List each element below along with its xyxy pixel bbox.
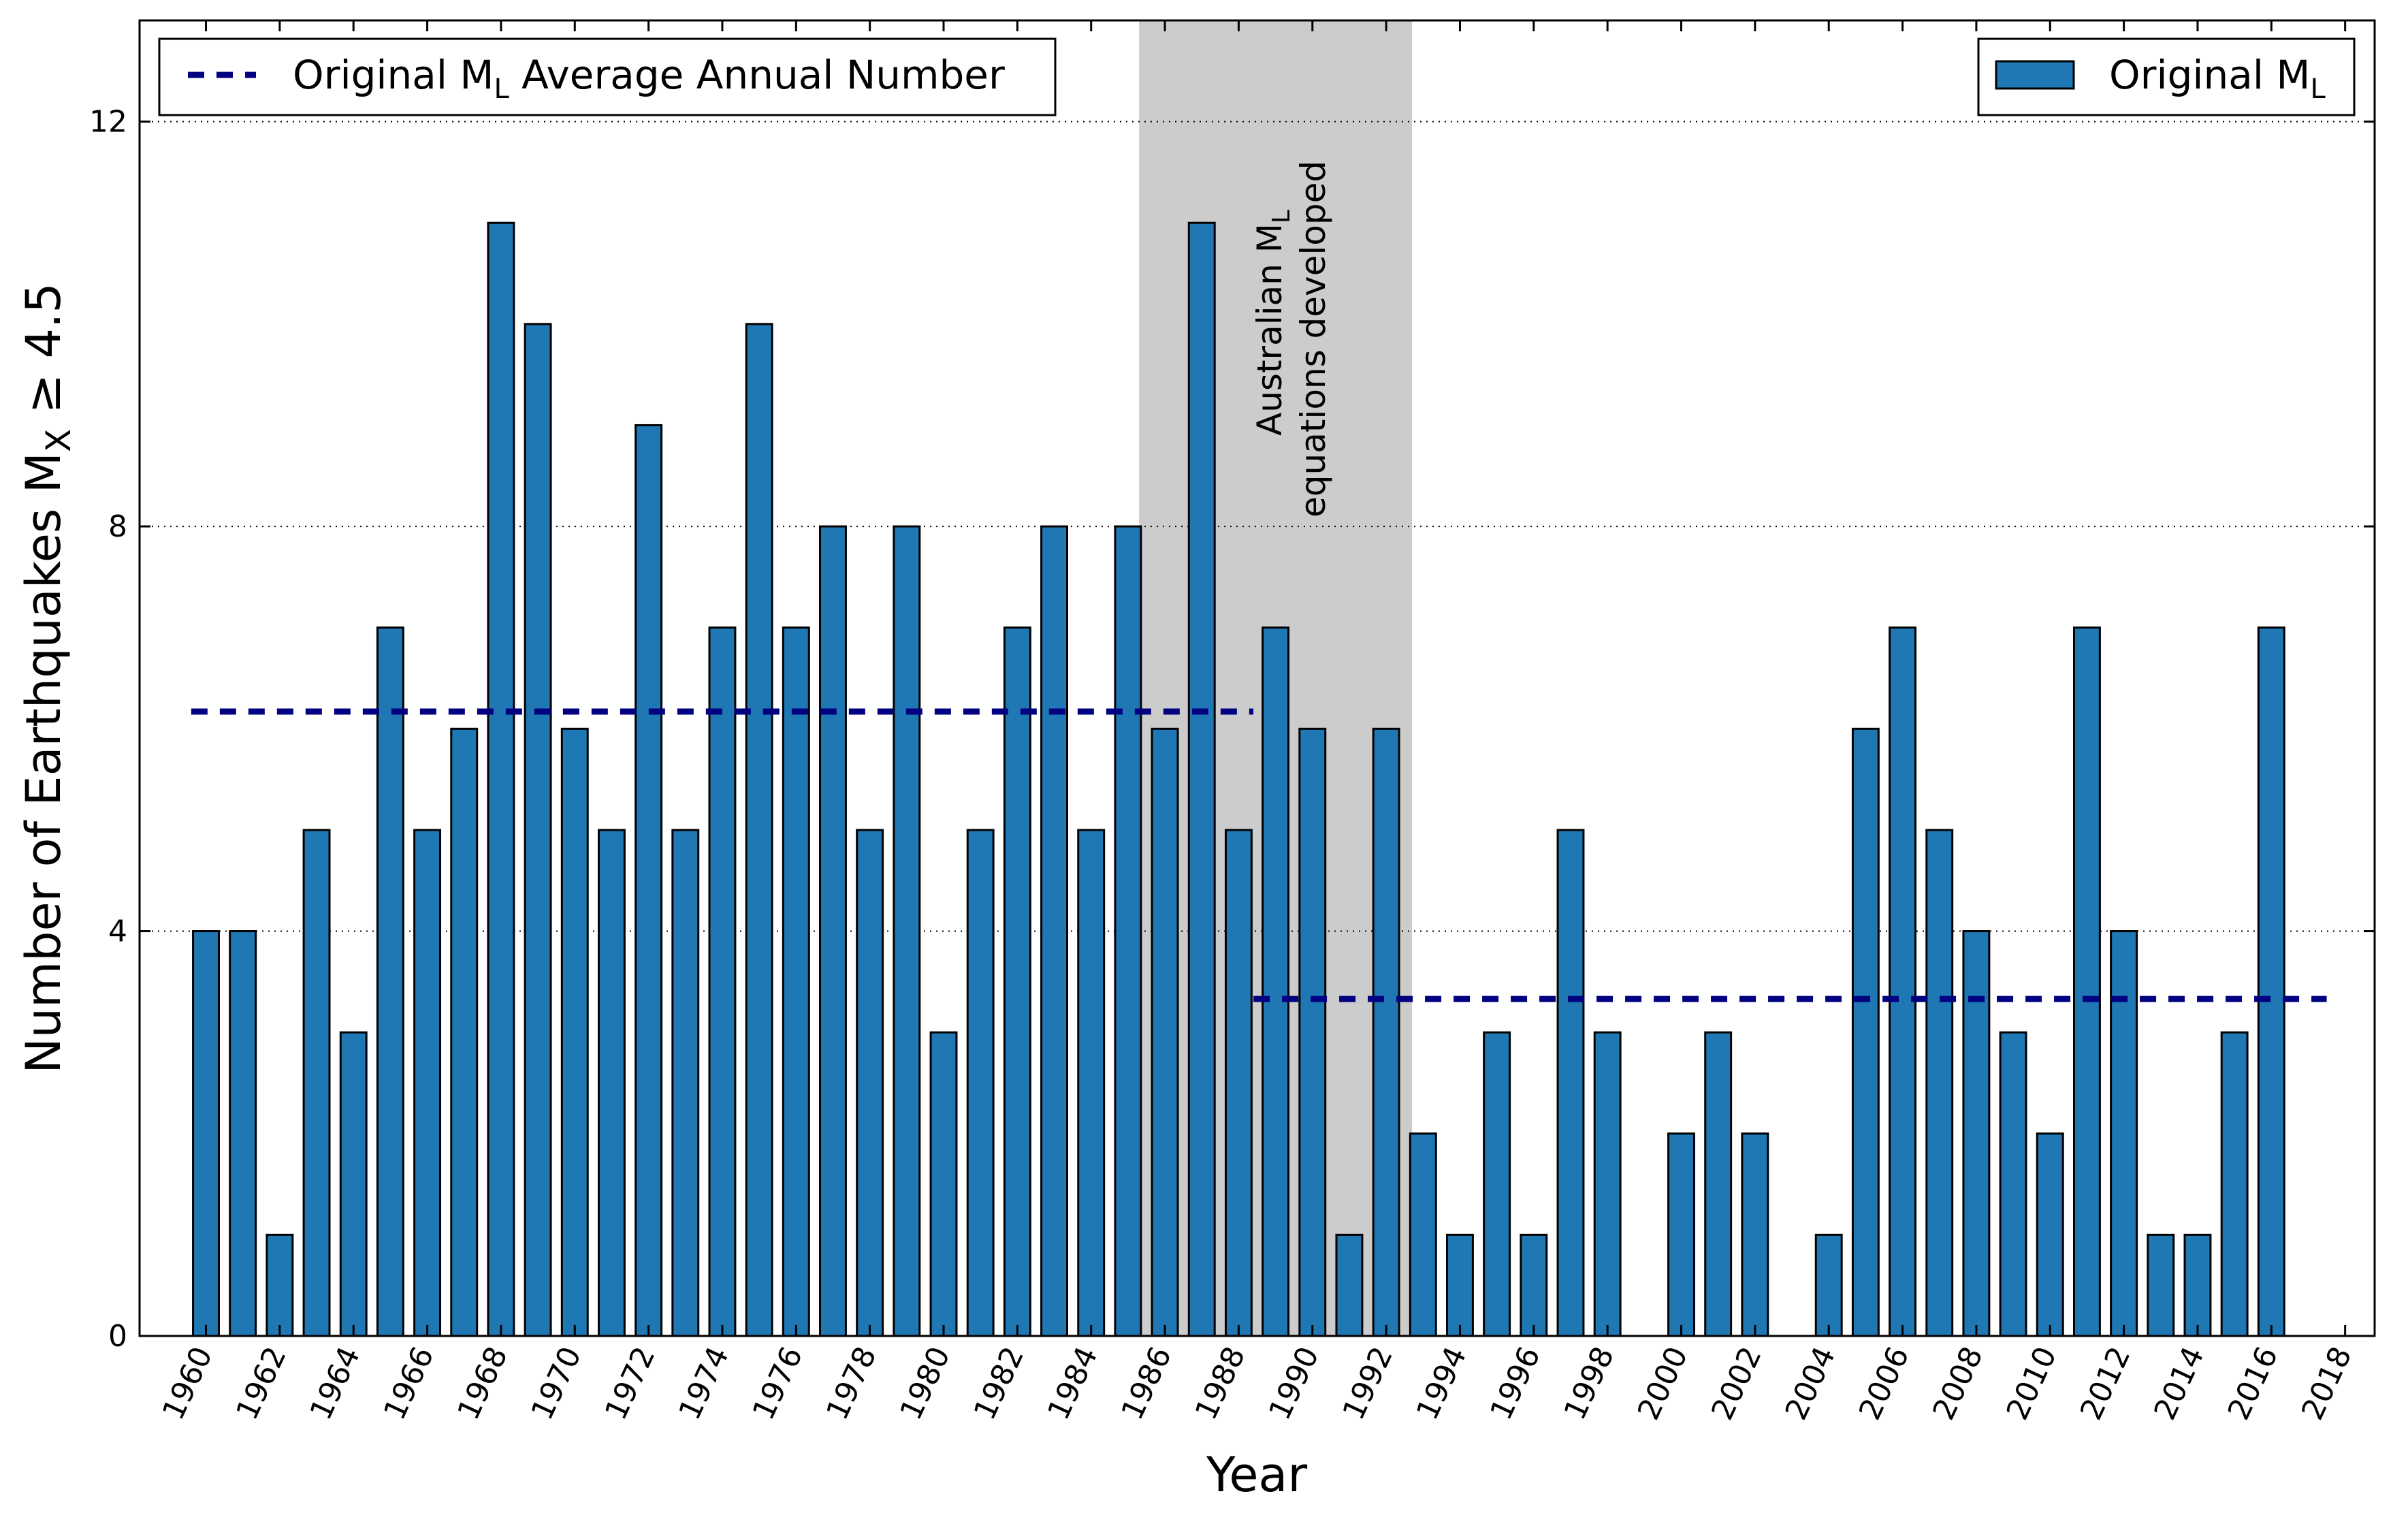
bar xyxy=(229,930,257,1337)
bar xyxy=(929,1031,958,1337)
annotation-line2: equations developed xyxy=(1294,161,1333,517)
bar xyxy=(1483,1031,1511,1337)
bar xyxy=(1814,1233,1843,1337)
legend-average-label: Original ML Average Annual Number xyxy=(293,52,1005,105)
bar xyxy=(2110,930,2138,1337)
bar xyxy=(2183,1233,2212,1337)
bar xyxy=(708,626,737,1337)
bar xyxy=(1593,1031,1622,1337)
legend-average-box xyxy=(158,37,1057,116)
bar xyxy=(1556,829,1585,1337)
bar xyxy=(1446,1233,1474,1337)
bar xyxy=(487,221,515,1337)
bar xyxy=(782,626,810,1337)
bar xyxy=(1040,525,1068,1337)
bar xyxy=(856,829,884,1337)
bar xyxy=(266,1233,294,1337)
bar xyxy=(1667,1132,1695,1337)
bar xyxy=(2147,1233,2175,1337)
bar xyxy=(1741,1132,1769,1337)
bar xyxy=(192,930,220,1337)
legend-bars: Original ML xyxy=(1977,37,2356,116)
bar xyxy=(1262,626,1290,1337)
legend-bars-label: Original ML xyxy=(2109,52,2326,105)
bar xyxy=(1889,626,1917,1337)
y-axis-ticks: 0 4 8 12 xyxy=(89,105,2375,1354)
annotation-line1: Australian ML xyxy=(1250,210,1296,436)
bar xyxy=(2072,626,2101,1337)
bar xyxy=(2036,1132,2064,1337)
y-tick-label: 12 xyxy=(89,105,127,140)
bar xyxy=(1704,1031,1733,1337)
bar xyxy=(560,727,589,1337)
bar xyxy=(1372,727,1400,1337)
bar xyxy=(1409,1132,1437,1337)
bar xyxy=(893,525,921,1337)
x-axis-label: Year xyxy=(1206,1447,1307,1503)
average-lines xyxy=(191,708,2327,1002)
bar xyxy=(2220,1031,2249,1337)
bar xyxy=(635,424,663,1337)
bar xyxy=(1925,829,1954,1337)
y-tick-label: 8 xyxy=(108,509,127,544)
plot-frame xyxy=(138,19,2376,1337)
legend-bars-swatch xyxy=(1995,60,2075,90)
bar xyxy=(819,525,847,1337)
bar xyxy=(597,829,626,1337)
bar xyxy=(2257,626,2285,1337)
bar xyxy=(1151,727,1179,1337)
y-tick-label: 4 xyxy=(108,914,127,949)
bar xyxy=(1187,221,1216,1337)
bar xyxy=(450,727,479,1337)
bar xyxy=(524,323,552,1337)
bar xyxy=(1520,1233,1548,1337)
bar xyxy=(1962,930,1991,1337)
bar xyxy=(745,323,773,1337)
y-axis-label-group: Number of Earthquakes MX ≥ 4.5 xyxy=(16,283,78,1074)
bars xyxy=(192,221,2285,1337)
bar xyxy=(1114,525,1142,1337)
bar xyxy=(1298,727,1327,1337)
bar xyxy=(376,626,404,1337)
y-axis-label: Number of Earthquakes MX ≥ 4.5 xyxy=(16,283,78,1074)
legend-average: Original ML Average Annual Number xyxy=(158,37,1057,116)
bar xyxy=(1335,1233,1364,1337)
bar xyxy=(1077,829,1106,1337)
bar xyxy=(1003,626,1031,1337)
bar xyxy=(1851,727,1880,1337)
shade-annotation: Australian ML equations developed xyxy=(1250,161,1333,517)
y-tick-label: 0 xyxy=(108,1319,127,1354)
bar xyxy=(413,829,442,1337)
bar xyxy=(671,829,700,1337)
bar xyxy=(339,1031,368,1337)
bar xyxy=(966,829,995,1337)
bar xyxy=(1224,829,1253,1337)
bar xyxy=(1999,1031,2027,1337)
bar xyxy=(302,829,331,1337)
